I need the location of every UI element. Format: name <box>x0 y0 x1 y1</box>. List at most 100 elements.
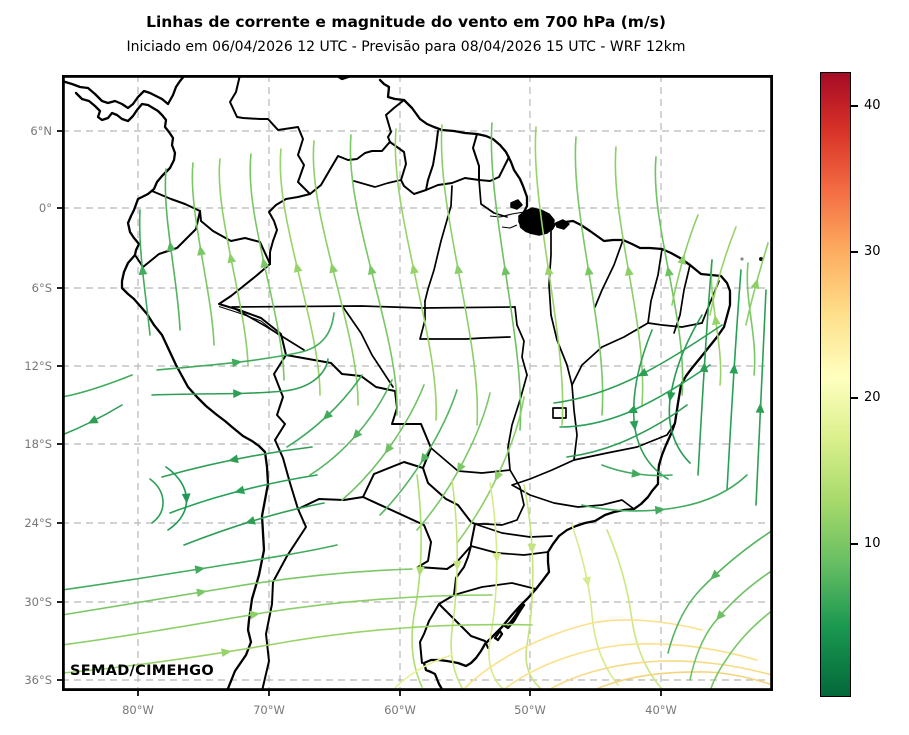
streamline-arrowhead <box>181 493 191 504</box>
streamline-arrowhead <box>666 391 676 403</box>
state-border <box>594 239 624 308</box>
colorbar <box>820 72 851 697</box>
state-border <box>342 306 394 388</box>
streamline <box>394 128 437 421</box>
colorbar-tick-mark <box>851 251 858 253</box>
streamline-arrowhead <box>456 462 466 474</box>
island-delta-fill <box>510 199 523 210</box>
streamline <box>709 226 737 316</box>
streamline-arrowhead <box>755 402 765 413</box>
state-border <box>474 523 553 538</box>
state-border <box>231 306 305 351</box>
streamline <box>546 660 773 691</box>
streamline <box>581 474 748 512</box>
streamline-arrowhead <box>293 262 303 273</box>
streamline <box>156 312 335 371</box>
streamline <box>571 524 619 686</box>
country-border <box>478 156 510 182</box>
country-border <box>199 210 271 265</box>
island-dot <box>740 257 744 261</box>
streamline-arrowhead <box>227 252 237 264</box>
streamline-arrowhead <box>166 240 176 252</box>
streamline-arrowhead <box>260 257 270 269</box>
lat-tick-label: 6°N <box>30 123 52 138</box>
streamline <box>151 358 329 396</box>
streamline <box>169 474 318 514</box>
lon-tick-mark <box>529 691 531 696</box>
colorbar-tick-label: 10 <box>864 535 881 551</box>
state-border <box>430 374 528 474</box>
streamline <box>709 609 773 691</box>
lon-tick-mark <box>137 691 139 696</box>
streamline-arrowhead <box>750 278 760 290</box>
streamline-arrowhead <box>501 264 511 276</box>
lat-tick-label: 30°S <box>24 594 52 609</box>
lon-tick-mark <box>660 691 662 696</box>
streamline <box>534 126 564 426</box>
lat-tick-label: 18°S <box>24 436 52 451</box>
coastline <box>74 91 270 691</box>
streamline <box>149 478 164 524</box>
streamline-arrowhead <box>654 505 666 515</box>
streamline <box>490 122 522 431</box>
country-border <box>425 177 480 191</box>
streamline-arrowhead <box>87 415 99 424</box>
lon-tick-label: 70°W <box>253 703 285 717</box>
page-title: Linhas de corrente e magnitude do vento … <box>146 13 666 31</box>
state-border <box>514 306 528 376</box>
streamline-arrowhead <box>194 565 206 575</box>
coastline <box>422 210 732 691</box>
streamline-arrowhead <box>710 569 721 580</box>
state-border <box>231 305 516 309</box>
streamline <box>726 269 742 491</box>
streamline <box>488 482 507 691</box>
state-border <box>478 179 508 218</box>
streamline-arrowhead <box>527 543 537 554</box>
state-border <box>552 407 567 419</box>
streamline-arrowhead <box>629 420 639 431</box>
colorbar-tick-label: 40 <box>864 98 881 113</box>
colorbar-tick-mark <box>851 397 858 400</box>
streamline-arrowhead <box>637 367 649 377</box>
lat-tick-label: 12°S <box>24 358 52 373</box>
streamline <box>62 374 133 398</box>
state-border <box>353 179 402 188</box>
streamline-arrowhead <box>492 553 502 564</box>
state-border <box>453 582 537 596</box>
lat-tick-mark <box>57 601 62 603</box>
coastline <box>62 75 187 110</box>
streamline-arrowhead <box>384 443 395 454</box>
lat-tick-label: 6°S <box>31 281 52 295</box>
streamline <box>379 389 458 516</box>
streamline-arrowhead <box>715 610 726 621</box>
state-border <box>511 459 635 510</box>
streamline <box>755 289 767 506</box>
streamline <box>566 404 688 458</box>
state-border <box>571 384 578 461</box>
state-border <box>673 264 691 334</box>
streamline-arrowhead <box>231 358 243 368</box>
state-border <box>550 314 573 386</box>
country-border <box>268 193 311 265</box>
lat-tick-mark <box>57 130 62 132</box>
lon-tick-mark <box>268 691 270 696</box>
lon-tick-label: 60°W <box>384 703 416 717</box>
page-subtitle: Iniciado em 06/04/2026 12 UTC - Previsão… <box>126 39 686 55</box>
streamline-map-svg <box>62 75 773 691</box>
streamline <box>553 324 723 404</box>
state-border <box>647 322 703 328</box>
streamline <box>62 623 533 674</box>
streamline-arrowhead <box>452 560 462 571</box>
colorbar-tick-label: 30 <box>864 244 881 259</box>
coastline <box>503 602 526 630</box>
streamline-arrowhead <box>582 576 591 588</box>
streamline-arrowhead <box>221 648 232 658</box>
country-border <box>273 354 287 441</box>
country-border <box>422 467 476 547</box>
country-border <box>285 354 432 469</box>
lat-tick-mark <box>57 443 62 445</box>
lat-tick-mark <box>57 287 62 289</box>
streamline-arrowhead <box>631 468 642 478</box>
country-border <box>229 75 311 195</box>
state-border <box>424 185 453 302</box>
